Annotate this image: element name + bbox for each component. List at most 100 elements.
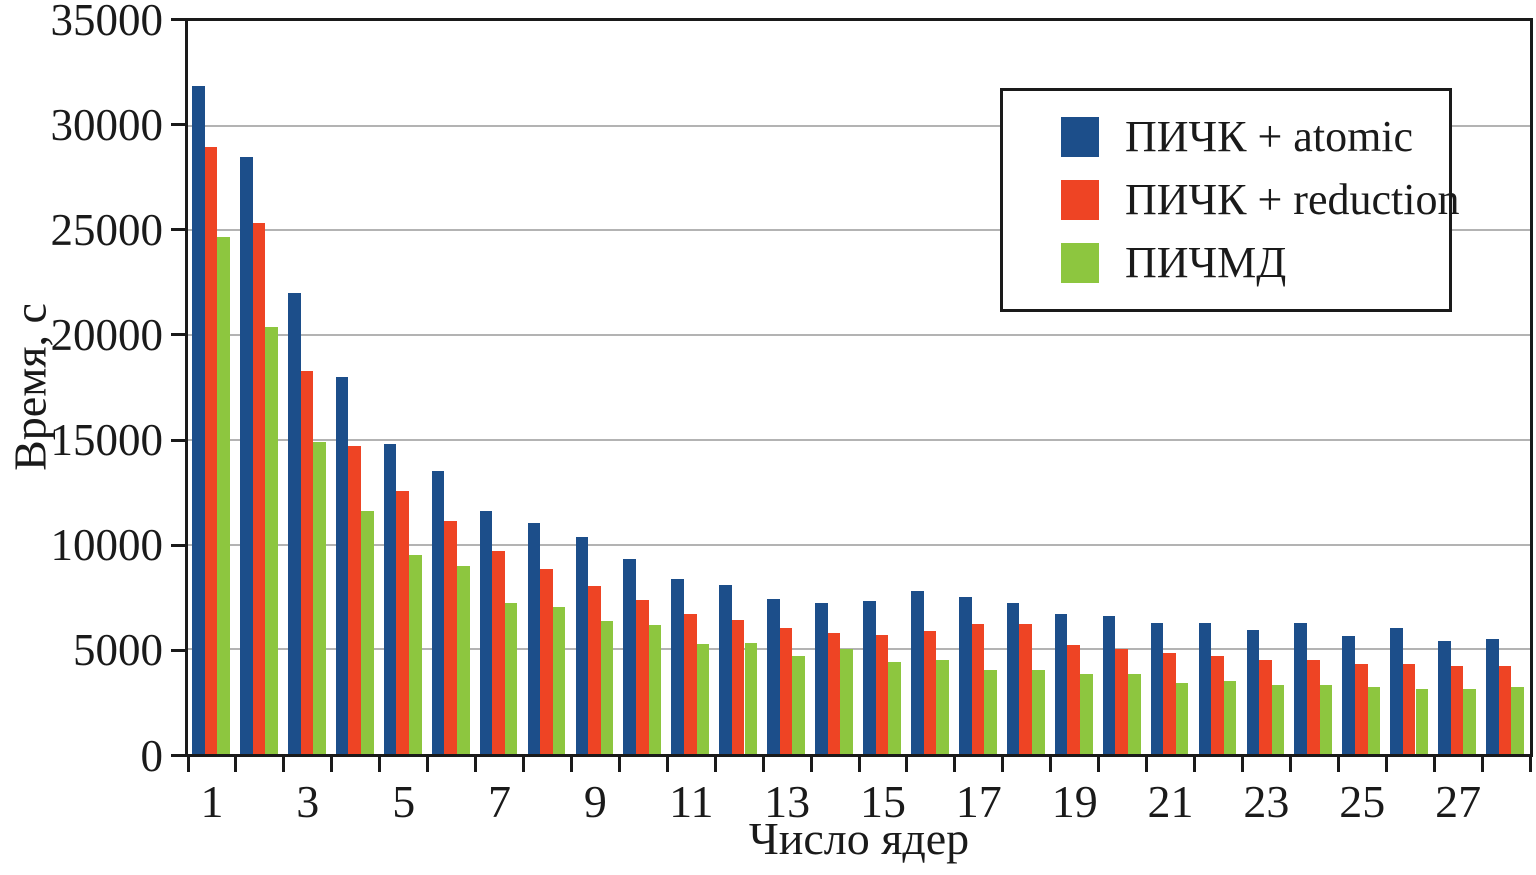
- legend-item-reduction: ПИЧК + reduction: [1061, 177, 1459, 223]
- y-tick-label: 0: [140, 730, 164, 781]
- bar-series2-core11: [683, 613, 697, 754]
- x-axis-tick: [1336, 757, 1340, 772]
- bar-series2-core25: [1354, 663, 1368, 754]
- x-axis-tick: [569, 757, 573, 772]
- x-axis-tick: [953, 757, 957, 772]
- x-axis-tick: [1288, 757, 1292, 772]
- x-axis-tick: [1193, 757, 1196, 772]
- x-tick-label: 23: [1243, 776, 1290, 827]
- y-axis-tick: [171, 543, 185, 547]
- legend-label: ПИЧК + reduction: [1125, 175, 1460, 224]
- x-axis-tick: [1097, 757, 1101, 772]
- x-tick-label: 27: [1435, 776, 1482, 827]
- bar-series2-core3: [300, 370, 314, 754]
- x-axis-tick: [522, 757, 525, 772]
- y-tick-label: 25000: [50, 204, 164, 255]
- bar-series2-core12: [731, 619, 745, 754]
- bar-series1-core1: [192, 85, 205, 754]
- legend-label: ПИЧМД: [1125, 238, 1287, 287]
- x-tick-label: 13: [764, 776, 811, 827]
- y-tick-label: 35000: [50, 0, 164, 45]
- x-tick-label: 15: [860, 776, 906, 827]
- bar-series1-core9: [575, 537, 589, 754]
- bar-series1-core21: [1150, 623, 1164, 754]
- bar-series1-core25: [1342, 635, 1355, 754]
- bar-series3-core11: [696, 644, 710, 754]
- bar-series1-core3: [287, 293, 301, 754]
- y-axis-tick: [171, 754, 185, 757]
- gridline: [188, 543, 1530, 546]
- bar-series2-core8: [540, 568, 553, 754]
- bar-series3-core9: [600, 621, 614, 754]
- x-axis-tick: [282, 757, 286, 772]
- x-tick-label: 19: [1051, 776, 1098, 827]
- y-axis-tick: [171, 228, 185, 232]
- x-tick-label: 11: [669, 776, 714, 827]
- x-tick-label: 17: [955, 776, 1002, 827]
- x-axis-tick: [1001, 757, 1005, 772]
- bar-series3-core7: [504, 603, 518, 754]
- x-axis-tick: [1384, 757, 1388, 772]
- bar-series1-core11: [671, 579, 684, 754]
- y-tick-label: 10000: [50, 520, 164, 571]
- bar-series1-core17: [958, 596, 972, 754]
- legend-swatch-pichmd: [1061, 243, 1099, 283]
- bar-series2-core15: [875, 634, 889, 754]
- bar-series1-core14: [815, 603, 828, 754]
- bar-series1-core8: [527, 522, 541, 754]
- x-axis-tick: [1049, 757, 1053, 772]
- bar-series1-core6: [431, 471, 445, 754]
- bar-series3-core13: [792, 655, 806, 754]
- x-tick-label: 1: [200, 776, 224, 827]
- x-axis-tick: [234, 757, 238, 772]
- bar-series2-core7: [492, 550, 505, 754]
- bar-series3-core20: [1127, 674, 1141, 754]
- bar-series3-core3: [313, 441, 326, 754]
- bar-series2-core27: [1450, 666, 1464, 754]
- legend-item-atomic: ПИЧК + atomic: [1061, 114, 1449, 160]
- x-axis-tick: [857, 757, 861, 772]
- x-axis-tick: [665, 757, 669, 772]
- y-axis-tick: [171, 333, 185, 337]
- bar-series1-core28: [1486, 638, 1499, 754]
- bar-series3-core15: [888, 661, 901, 754]
- bar-series3-core24: [1319, 684, 1333, 754]
- bar-series2-core13: [779, 628, 793, 754]
- bar-series1-core10: [623, 559, 637, 754]
- bar-series2-core2: [252, 223, 266, 754]
- bar-series1-core4: [335, 377, 349, 754]
- x-axis-tick: [1145, 757, 1149, 772]
- bar-series3-core25: [1367, 686, 1381, 754]
- bar-series2-core28: [1498, 666, 1512, 754]
- bar-series2-core20: [1115, 649, 1128, 754]
- bar-series2-core10: [636, 600, 649, 754]
- x-axis-tick: [809, 757, 813, 772]
- legend-swatch-atomic: [1061, 117, 1099, 157]
- x-axis-tick: [474, 757, 478, 772]
- bar-series1-core26: [1390, 628, 1403, 754]
- y-tick-label: 15000: [50, 415, 164, 466]
- gridline: [188, 334, 1530, 337]
- bar-series3-core6: [456, 565, 470, 754]
- bar-series3-core18: [1032, 670, 1045, 754]
- bar-series3-core14: [840, 649, 853, 754]
- bar-series2-core24: [1307, 659, 1320, 754]
- bar-series1-core13: [767, 599, 780, 754]
- bar-series3-core22: [1223, 680, 1237, 754]
- x-axis-tick: [330, 757, 334, 772]
- gridline: [188, 648, 1530, 651]
- x-tick-label: 9: [583, 776, 607, 827]
- bar-series2-core1: [204, 146, 218, 754]
- bar-series2-core16: [923, 631, 937, 754]
- bar-series1-core7: [479, 511, 493, 754]
- bar-series2-core26: [1402, 663, 1416, 754]
- x-axis-tick: [1432, 757, 1436, 772]
- bar-series3-core17: [984, 670, 997, 754]
- x-axis-tick: [905, 757, 909, 772]
- bar-series3-core10: [648, 625, 662, 754]
- y-axis-tick: [171, 18, 185, 21]
- y-axis-tick: [171, 648, 185, 652]
- bar-series1-core15: [863, 601, 876, 754]
- x-tick-label: 7: [488, 776, 511, 827]
- y-axis-tick: [171, 123, 185, 127]
